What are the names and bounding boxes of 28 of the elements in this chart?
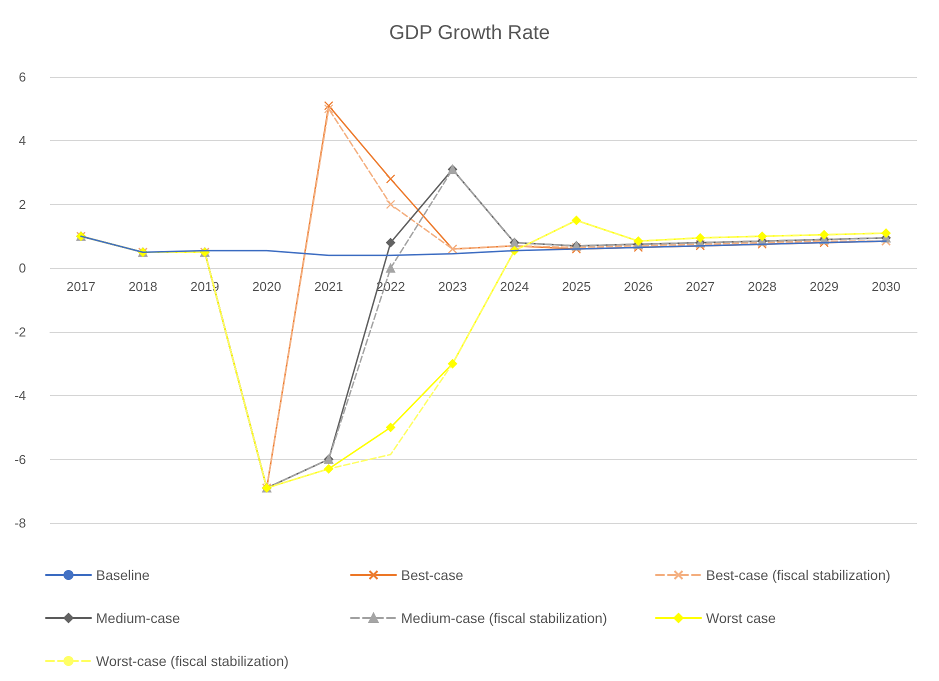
x-tick-label: 2028 bbox=[748, 279, 777, 294]
y-tick-label: -8 bbox=[14, 516, 26, 530]
y-tick-label: -6 bbox=[14, 452, 26, 467]
x-tick-label: 2026 bbox=[624, 279, 653, 294]
y-tick-label: 6 bbox=[18, 70, 26, 84]
y-tick-label: -2 bbox=[14, 324, 26, 340]
x-tick-label: 2017 bbox=[66, 279, 96, 294]
y-tick-label: -4 bbox=[14, 388, 26, 404]
x-tick-label: 2030 bbox=[872, 279, 900, 294]
legend-label: Medium-case (fiscal stabilization) bbox=[401, 610, 608, 626]
y-tick-label: 0 bbox=[18, 260, 26, 276]
x-tick-label: 2027 bbox=[686, 279, 715, 294]
legend-label: Best-case bbox=[401, 567, 464, 583]
legend-label: Worst case bbox=[706, 610, 776, 626]
legend-label: Medium-case bbox=[96, 610, 180, 626]
legend-label: Baseline bbox=[96, 567, 150, 583]
x-tick-label: 2024 bbox=[500, 279, 529, 294]
y-tick-label: 2 bbox=[18, 196, 26, 212]
x-tick-label: 2021 bbox=[314, 279, 344, 294]
x-tick-label: 2020 bbox=[252, 279, 282, 294]
x-tick-label: 2025 bbox=[562, 279, 591, 294]
legend-label: Best-case (fiscal stabilization) bbox=[706, 567, 890, 583]
x-tick-label: 2023 bbox=[438, 279, 467, 294]
y-tick-label: 4 bbox=[18, 133, 26, 148]
chart-title: GDP Growth Rate bbox=[389, 22, 550, 44]
x-tick-label: 2029 bbox=[810, 279, 839, 294]
legend-label: Worst-case (fiscal stabilization) bbox=[96, 653, 289, 669]
x-tick-label: 2018 bbox=[128, 279, 158, 294]
